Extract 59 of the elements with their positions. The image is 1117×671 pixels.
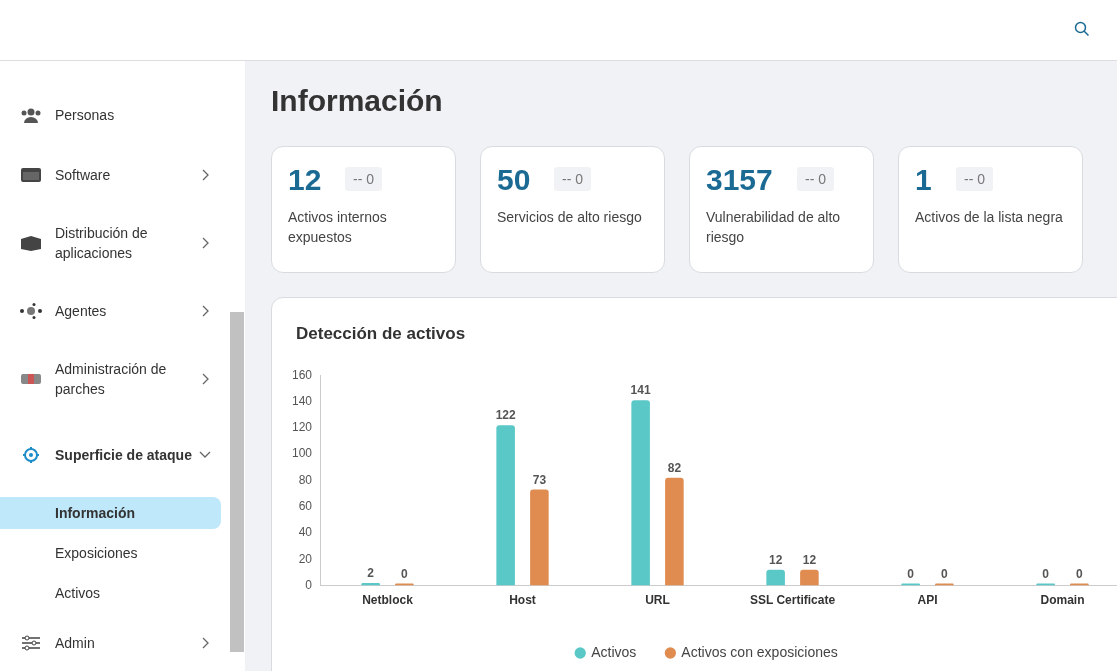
text: -- 0 [345,167,382,191]
y-tick-label: 0 [305,577,313,592]
bar [530,489,549,586]
text: Software [55,166,112,185]
data-label: 2 [367,566,375,581]
data-label: 141 [630,383,651,398]
data-label: 73 [532,472,547,487]
text: Agentes [55,302,108,321]
x-tick-label: URL [645,593,670,608]
bar [800,569,819,586]
y-tick-label: 100 [291,446,313,461]
data-label: 0 [907,566,915,581]
legend-label: Activos con exposiciones [681,643,838,660]
text: Vulnerabilidad de alto riesgo [706,208,842,247]
bar [496,425,515,586]
text: -- 0 [554,167,591,191]
text: 3157 [706,163,773,197]
text: Activos internos expuestos [288,208,388,247]
text: Superficie de ataque [55,446,193,465]
y-tick-label: 40 [298,525,313,540]
data-label: 0 [1042,566,1050,581]
data-label: 0 [1076,566,1084,581]
text: Personas [55,106,116,125]
bar [631,400,650,586]
y-tick-label: 140 [291,393,313,408]
x-tick-label: Host [509,593,536,608]
text: Activos de la lista negra [915,208,1064,227]
text: -- 0 [956,167,993,191]
text: Distribución de aplicaciones [55,224,149,263]
data-label: 0 [941,566,949,581]
text: Exposiciones [55,544,139,563]
bar [665,477,684,586]
data-label: 122 [495,408,516,423]
y-tick-label: 60 [298,499,313,514]
x-tick-label: Domain [1040,593,1085,608]
y-tick-label: 120 [291,420,313,435]
x-tick-label: Netblock [362,593,414,608]
text: -- 0 [797,167,834,191]
y-tick-label: 20 [298,551,313,566]
text: 12 [288,163,322,197]
text: Información [55,504,137,523]
data-label: 0 [401,566,409,581]
text: Información [271,84,443,118]
y-tick-label: 80 [298,472,313,487]
bar [766,569,785,586]
text: Activos [55,584,102,603]
data-label: 82 [667,461,682,476]
text: Admin [55,634,96,653]
y-tick-label: 160 [291,367,313,382]
text: 50 [497,163,531,197]
data-label: 12 [802,553,817,568]
x-tick-label: API [917,593,938,608]
text: Servicios de alto riesgo [497,208,643,227]
chart-title: Detección de activos [296,324,466,344]
text: 1 [915,163,932,197]
data-label: 12 [768,553,783,568]
x-tick-label: SSL Certificate [749,593,836,608]
text: Administración de parches [55,360,168,399]
legend-label: Activos [591,643,637,660]
